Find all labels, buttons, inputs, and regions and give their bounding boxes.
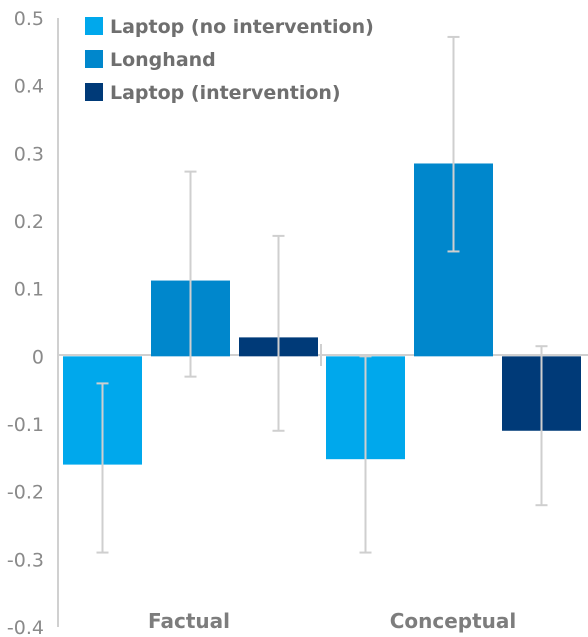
category-labels: Factual Conceptual [148, 609, 516, 633]
legend-swatch [85, 50, 103, 68]
legend-label: Laptop (intervention) [110, 82, 341, 104]
legend-label: Longhand [110, 49, 216, 71]
y-tick-label: -0.3 [7, 549, 44, 571]
legend: Laptop (no intervention) Longhand Laptop (… [85, 16, 374, 104]
y-tick-labels: -0.4 -0.3 -0.2 -0.1 0 0.1 0.2 0.3 0.4 0.5 [7, 8, 44, 637]
y-tick-label: 0.3 [14, 143, 44, 165]
category-label: Conceptual [390, 609, 517, 633]
legend-swatch [85, 17, 103, 35]
error-bars-group [96, 35, 548, 554]
y-tick-label: 0 [32, 346, 44, 368]
legend-label: Laptop (no intervention) [110, 16, 374, 38]
y-tick-label: -0.2 [7, 482, 44, 504]
y-tick-label: 0.1 [14, 279, 44, 301]
bars-group [63, 163, 581, 465]
y-tick-label: -0.4 [7, 617, 44, 637]
y-tick-label: 0.2 [14, 211, 44, 233]
y-tick-label: 0.4 [14, 76, 44, 98]
legend-swatch [85, 83, 103, 101]
category-label: Factual [148, 609, 230, 633]
y-tick-label: 0.5 [14, 8, 44, 30]
y-tick-label: -0.1 [7, 414, 44, 436]
